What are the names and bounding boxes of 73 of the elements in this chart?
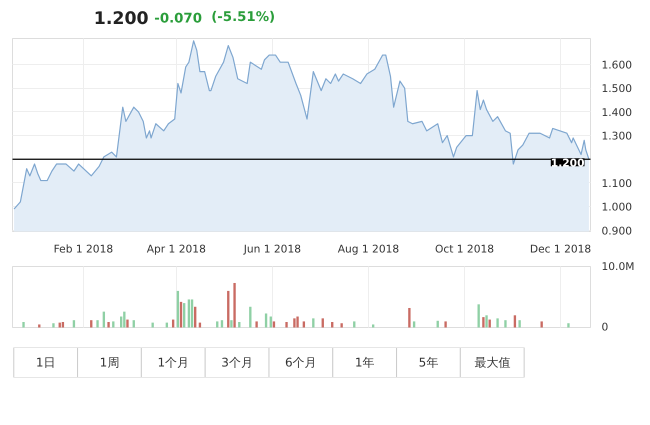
bar — [340, 323, 343, 328]
bar — [249, 306, 252, 328]
bar — [322, 318, 324, 328]
text: 1周 — [100, 356, 120, 370]
text: 1年 — [354, 356, 374, 370]
bar — [166, 322, 168, 328]
bar — [182, 303, 186, 328]
bar — [408, 308, 411, 328]
y-tick-label: 0.900 — [602, 224, 632, 238]
bar — [72, 320, 76, 328]
y-tick-label: 1.500 — [602, 82, 632, 96]
text: 1个月 — [157, 356, 190, 370]
text: 最大值 — [474, 356, 510, 370]
bar — [436, 320, 439, 328]
bar — [444, 321, 447, 328]
bar — [488, 320, 491, 328]
bar — [412, 321, 416, 328]
bar — [194, 306, 196, 328]
y-tick-label: 10.0M — [602, 260, 634, 273]
text: 1日 — [36, 356, 56, 370]
bar — [58, 322, 61, 328]
y-tick-label: 0 — [602, 320, 608, 334]
y-tick-label: 1.000 — [602, 200, 632, 214]
bar — [482, 317, 485, 328]
bar — [52, 323, 55, 328]
bar — [312, 318, 314, 328]
text: (-5.51%) — [211, 10, 276, 25]
y-tick-label: 1.400 — [602, 106, 632, 119]
x-tick-label: Jun 1 2018 — [242, 242, 302, 256]
x-tick-label: Feb 1 2018 — [54, 242, 114, 256]
bar — [496, 318, 499, 328]
bar — [132, 320, 135, 328]
bar — [176, 290, 180, 328]
bar — [293, 318, 296, 328]
x-tick-label: Apr 1 2018 — [146, 242, 206, 256]
bar — [62, 322, 64, 328]
x-tick-label: Dec 1 2018 — [530, 242, 592, 256]
bar — [151, 322, 154, 328]
text: 1.200 — [94, 9, 149, 29]
bar — [227, 290, 230, 328]
bar — [112, 321, 114, 328]
bar — [198, 322, 202, 328]
bar — [38, 324, 40, 328]
y-tick-label: 1.100 — [602, 176, 632, 190]
bar — [478, 304, 480, 328]
bar — [372, 324, 374, 328]
y-tick-label: 1.300 — [602, 130, 632, 143]
bar — [172, 320, 174, 328]
bar — [514, 315, 516, 328]
bar — [255, 321, 258, 328]
y-tick-label: 1.600 — [602, 58, 632, 72]
bar — [270, 316, 272, 328]
bar — [102, 312, 106, 328]
x-tick-label: Oct 1 2018 — [434, 242, 494, 256]
bar — [90, 320, 92, 328]
text: 3个月 — [221, 356, 253, 370]
bar — [238, 322, 240, 328]
bar — [123, 312, 126, 328]
bar — [540, 321, 543, 328]
text: 5年 — [418, 356, 438, 370]
bar — [518, 320, 521, 328]
bar — [331, 322, 334, 328]
ref-line-label: 1.200 — [550, 156, 585, 170]
bar — [216, 321, 218, 328]
text: -0.070 — [154, 12, 202, 26]
bar — [188, 299, 190, 328]
bar — [567, 323, 570, 328]
bar — [302, 321, 306, 328]
bar — [230, 320, 233, 328]
text: 6个月 — [285, 356, 317, 370]
bar — [107, 322, 110, 328]
bar — [353, 321, 356, 328]
x-tick-label: Aug 1 2018 — [338, 242, 400, 256]
